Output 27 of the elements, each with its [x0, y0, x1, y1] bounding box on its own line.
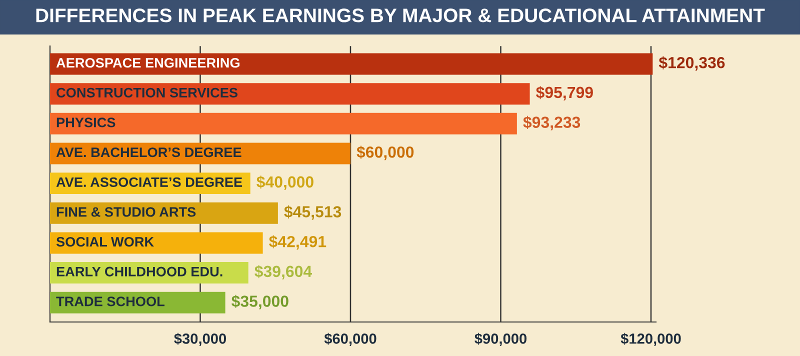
data-label: $120,336	[658, 56, 725, 71]
data-label: $95,799	[536, 86, 593, 100]
x-tick-label: $90,000	[474, 332, 527, 346]
y-tick-label: AVE. BACHELOR’S DEGREE	[56, 147, 242, 158]
x-tick-label: $60,000	[324, 332, 376, 346]
data-label: $39,604	[254, 265, 312, 280]
y-tick-label: TRADE SCHOOL	[56, 296, 164, 306]
x-tick-label: $120,000	[620, 332, 681, 346]
y-tick-label: FINE & STUDIO ARTS	[56, 207, 196, 217]
data-label: $93,233	[523, 116, 580, 130]
y-tick-label: EARLY CHILDHOOD EDU.	[56, 266, 222, 276]
y-tick-label: AEROSPACE ENGINEERING	[56, 58, 240, 68]
data-label: $60,000	[356, 146, 414, 160]
data-label: $42,491	[269, 235, 326, 250]
bar	[50, 112, 517, 134]
bar	[50, 53, 653, 75]
y-tick-label: SOCIAL WORK	[56, 236, 154, 247]
bar	[50, 232, 263, 254]
data-label: $40,000	[256, 176, 314, 190]
data-label: $45,513	[284, 205, 342, 220]
chart-title: DIFFERENCES IN PEAK EARNINGS BY MAJOR & EDUCATIONAL ATTAINMENT	[36, 8, 765, 22]
data-label: $35,000	[232, 294, 288, 310]
x-tick-label: $30,000	[174, 332, 226, 346]
y-tick-label: PHYSICS	[56, 118, 116, 128]
y-tick-label: CONSTRUCTION SERVICES	[56, 88, 238, 98]
y-tick-label: AVE. ASSOCIATE’S DEGREE	[56, 177, 242, 187]
bar	[50, 83, 530, 105]
